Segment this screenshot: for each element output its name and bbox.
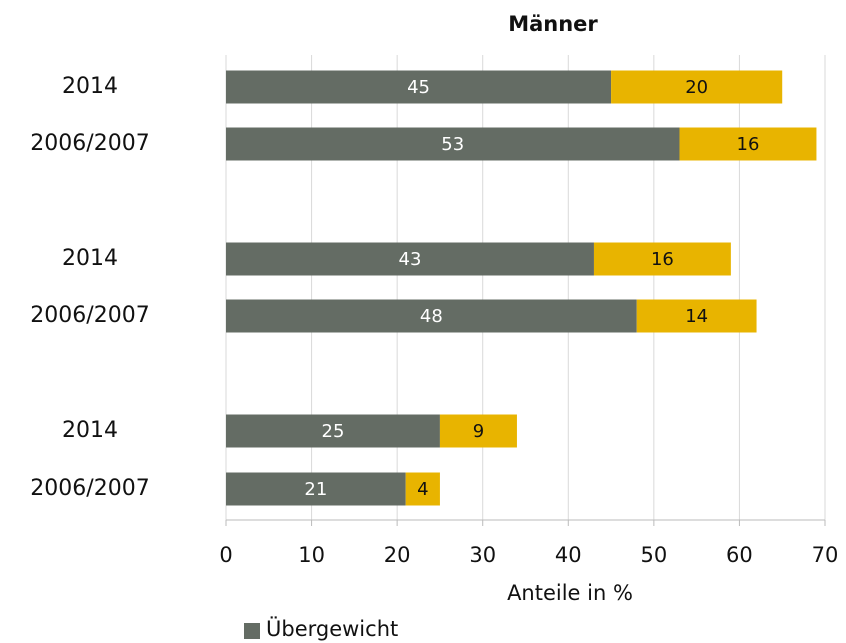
- bar-segment: [405, 472, 440, 506]
- bar-segment: [611, 70, 783, 104]
- data-label: 14: [685, 306, 708, 327]
- data-label: 20: [685, 77, 708, 98]
- x-tick-label: 50: [640, 543, 667, 567]
- legend-swatch: [244, 623, 260, 639]
- bar-segment: [226, 414, 440, 448]
- bar-segment: [636, 299, 757, 333]
- y-tick-label: 2006/2007: [30, 303, 149, 328]
- x-tick-label: 30: [469, 543, 496, 567]
- y-tick-label: 2006/2007: [30, 131, 149, 156]
- bar-segment: [226, 70, 612, 104]
- legend-label: Übergewicht: [266, 616, 398, 641]
- bar-segment: [679, 127, 817, 161]
- bar-segment: [226, 242, 594, 276]
- x-tick-label: 0: [219, 543, 232, 567]
- x-tick-label: 40: [555, 543, 582, 567]
- data-label: 16: [737, 134, 760, 155]
- bar-segment: [226, 472, 406, 506]
- data-label: 21: [304, 479, 327, 500]
- data-label: 16: [651, 249, 674, 270]
- data-label: 45: [407, 77, 430, 98]
- bar-segment: [439, 414, 517, 448]
- x-tick-label: 70: [812, 543, 839, 567]
- data-label: 25: [322, 421, 345, 442]
- bar-segment: [226, 299, 637, 333]
- y-tick-label: 2006/2007: [30, 476, 149, 501]
- x-axis-label: Anteile in %: [507, 581, 633, 605]
- x-tick-label: 60: [726, 543, 753, 567]
- y-tick-label: 2014: [62, 74, 118, 99]
- y-tick-label: 2014: [62, 246, 118, 271]
- data-label: 4: [417, 479, 428, 500]
- x-tick-label: 10: [298, 543, 325, 567]
- bar-segment: [226, 127, 680, 161]
- data-label: 48: [420, 306, 443, 327]
- data-label: 9: [473, 421, 484, 442]
- y-tick-label: 2014: [62, 418, 118, 443]
- data-label: 43: [399, 249, 422, 270]
- bar-segment: [593, 242, 731, 276]
- x-tick-label: 20: [384, 543, 411, 567]
- chart-title: Männer: [508, 12, 598, 36]
- data-label: 53: [441, 134, 464, 155]
